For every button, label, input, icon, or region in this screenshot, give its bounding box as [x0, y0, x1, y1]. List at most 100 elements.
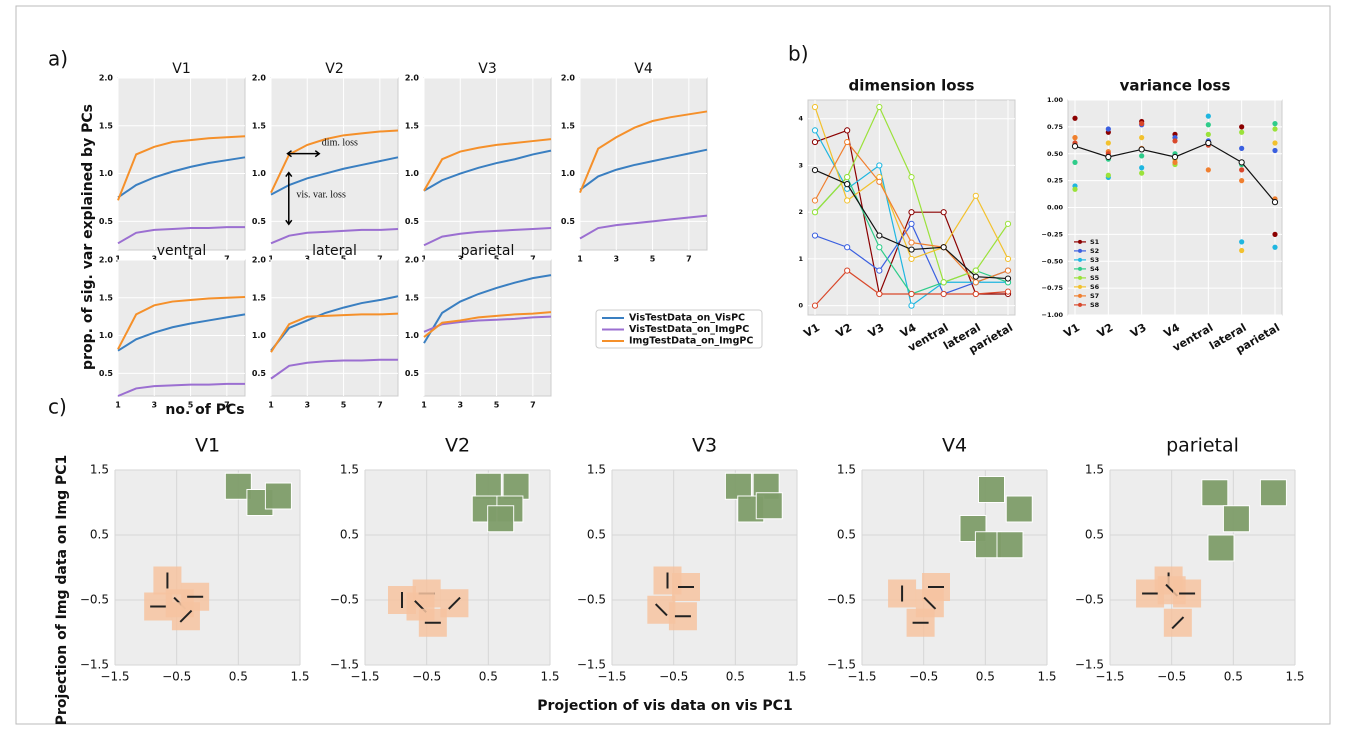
x-tick-label: 7: [530, 401, 536, 410]
subject-dot: [1239, 167, 1245, 173]
y-tick-label: 0.5: [252, 217, 267, 226]
image-stimulus: [755, 492, 783, 520]
x-tick-label: −0.5: [659, 670, 688, 684]
x-tick-label: V3: [1128, 321, 1149, 340]
mean-marker: [1205, 139, 1212, 147]
y-tick-label: −0.5: [80, 593, 109, 607]
mean-marker: [876, 103, 883, 111]
x-axis-label: no. of PCs: [165, 402, 244, 418]
y-tick-label: 1.0: [252, 331, 267, 340]
series-line: [423, 274, 552, 344]
series-line: [117, 382, 245, 397]
mean-marker: [811, 127, 819, 134]
mean-marker: [876, 290, 883, 298]
x-tick-label: −1.5: [350, 670, 379, 684]
x-tick-label: V1: [801, 321, 822, 340]
y-tick-label: −0.75: [1042, 284, 1064, 292]
mean-marker: [1238, 159, 1245, 166]
plot-area: [423, 259, 552, 397]
y-tick-label: 2.0: [99, 256, 114, 265]
subject-dot: [1239, 239, 1245, 245]
annotation-arrow: [286, 150, 321, 158]
y-tick-label: 1: [798, 255, 803, 263]
series-line: [270, 358, 398, 380]
subject-dot: [1272, 231, 1278, 237]
subject-dot: [1072, 115, 1078, 121]
x-tick-label: 0.5: [479, 670, 498, 684]
subject-dot: [1272, 121, 1278, 127]
mean-marker: [811, 197, 819, 204]
x-tick-label: −1.5: [1095, 670, 1124, 684]
mean-marker: [844, 138, 851, 146]
x-tick-label: 0.5: [1224, 670, 1243, 684]
subject-dot: [1139, 170, 1145, 176]
subject-dot: [1105, 172, 1111, 178]
mean-marker: [1004, 220, 1012, 227]
subject-dot: [1272, 147, 1278, 154]
mean-marker: [844, 181, 851, 188]
subject-dot: [1172, 138, 1178, 144]
series-line: [270, 295, 399, 352]
y-tick-label: 1.5: [99, 293, 114, 302]
x-tick-label: 3: [151, 255, 157, 264]
mean-marker: [844, 174, 851, 181]
x-tick-label: 1.5: [787, 670, 806, 684]
legend-swatch: [1078, 257, 1082, 262]
x-tick-label: 3: [304, 255, 310, 264]
subject-dot: [1239, 178, 1245, 184]
y-tick-label: −0.50: [1042, 257, 1064, 265]
y-tick-label: 2.0: [405, 74, 420, 83]
chart-title: V1: [172, 61, 190, 77]
subject-dot: [1072, 135, 1078, 141]
plot-area: [423, 77, 552, 251]
mean-marker: [908, 174, 915, 181]
grating-glyph: [179, 609, 193, 623]
mean-marker: [876, 232, 883, 239]
x-tick-label: 1: [421, 401, 427, 410]
annotation: vis. var. loss: [296, 189, 346, 200]
series-line: [579, 110, 708, 194]
x-tick-label: 3: [457, 255, 463, 264]
x-tick-label: 5: [341, 255, 347, 264]
chart-title: V2: [325, 61, 343, 77]
subject-dot: [1205, 167, 1211, 173]
subject-dot: [1139, 153, 1145, 159]
series-line: [117, 135, 246, 201]
mean-marker: [876, 178, 883, 185]
image-stimulus: [1005, 495, 1033, 523]
series-line: [579, 214, 708, 240]
y-tick-label: 1.5: [90, 463, 109, 477]
x-tick-label: 5: [188, 255, 194, 264]
y-tick-label: 1.00: [1047, 96, 1064, 104]
mean-marker: [1004, 267, 1012, 274]
y-axis-label: Projection of Img data on Img PC1: [54, 455, 70, 726]
subject-dot: [1139, 135, 1145, 141]
mean-marker: [908, 220, 915, 227]
mean-marker: [1171, 153, 1179, 161]
subject-dot: [1172, 159, 1178, 165]
chart-title: V4: [942, 435, 967, 457]
image-stimulus: [264, 482, 292, 510]
mean-marker: [972, 290, 979, 298]
y-tick-label: 3: [798, 161, 803, 169]
panel-label: b): [788, 42, 809, 66]
y-tick-label: −0.5: [827, 593, 856, 607]
x-tick-label: −0.5: [412, 670, 441, 684]
legend-swatch: [1078, 275, 1082, 280]
legend-label: S4: [1090, 265, 1100, 273]
series-line: [117, 156, 246, 199]
series-line: [423, 138, 552, 192]
annotation-arrow: [285, 171, 293, 226]
legend-swatch: [1078, 239, 1082, 244]
y-tick-label: 0.5: [90, 528, 109, 542]
y-tick-label: 2.0: [405, 256, 420, 265]
mean-marker: [876, 267, 883, 274]
y-axis-label: prop. of sig. var explained by PCs: [80, 104, 96, 370]
legend-swatch: [1078, 248, 1082, 253]
y-tick-label: −0.5: [330, 593, 359, 607]
y-tick-label: −0.5: [1075, 593, 1104, 607]
x-tick-label: −1.5: [847, 670, 876, 684]
series-line: [117, 226, 245, 245]
mean-marker: [1004, 255, 1012, 263]
y-tick-label: 0: [798, 302, 803, 310]
